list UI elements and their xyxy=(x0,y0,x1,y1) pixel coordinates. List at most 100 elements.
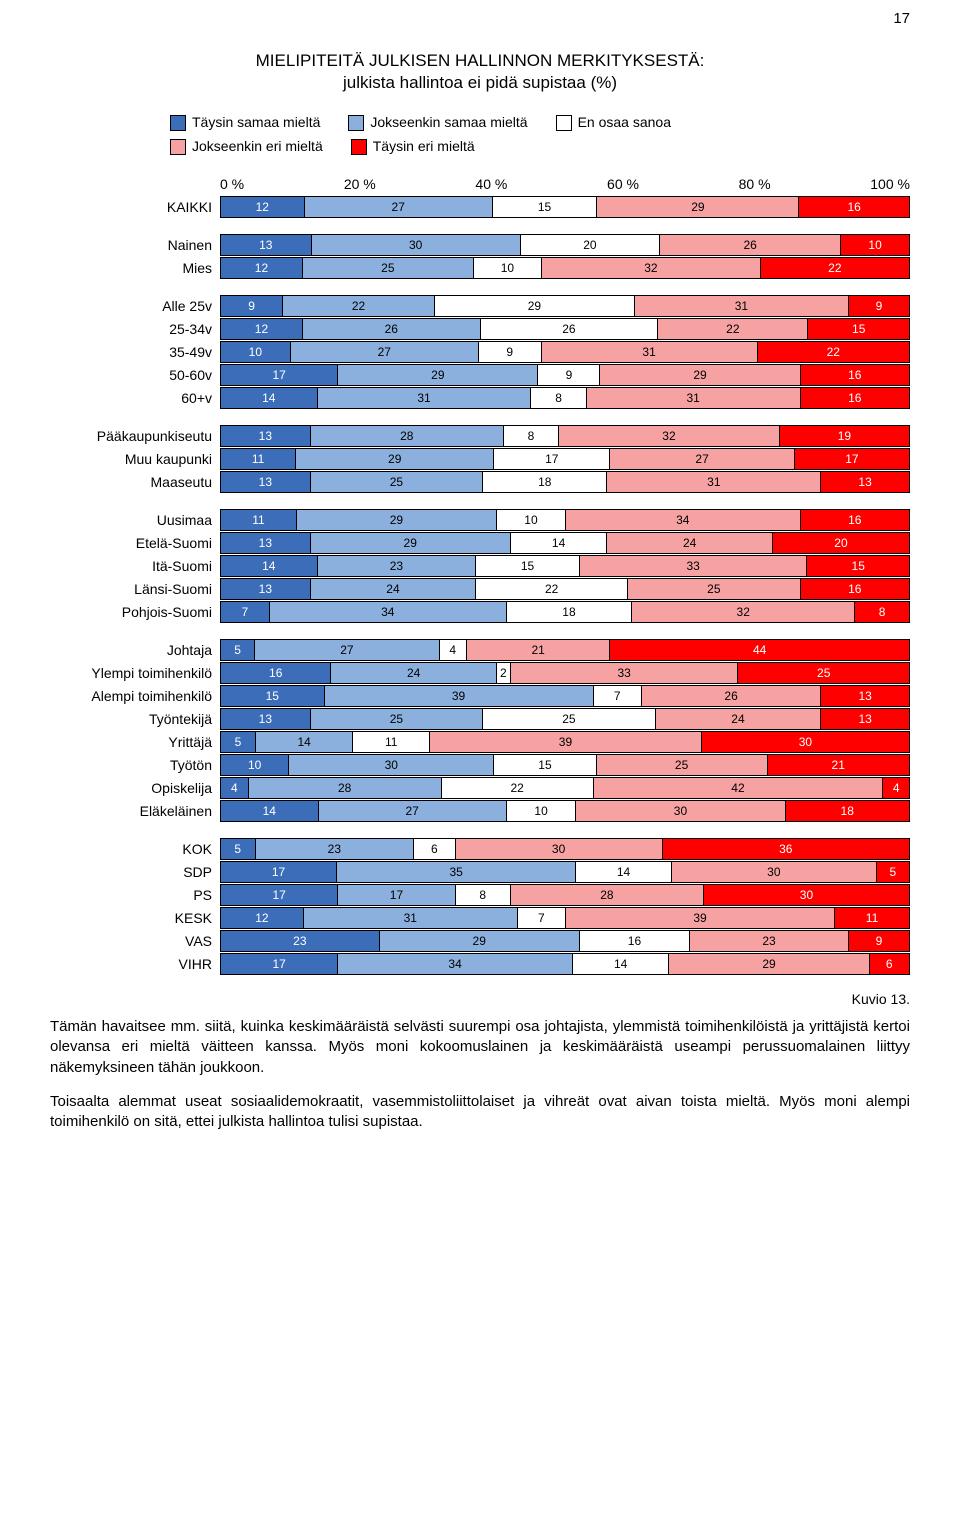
category-label: Itä-Suomi xyxy=(50,555,220,577)
bar-segment: 31 xyxy=(303,907,517,929)
bar-segment: 26 xyxy=(302,318,480,340)
category-label: 50-60v xyxy=(50,364,220,386)
bar-segment: 27 xyxy=(254,639,438,661)
bar-segment: 33 xyxy=(579,555,807,577)
bar-segment: 33 xyxy=(510,662,738,684)
bar-segment: 27 xyxy=(304,196,492,218)
bar-row: KOK52363036 xyxy=(50,838,910,860)
bar-segment: 15 xyxy=(807,318,909,340)
bar: 123173911 xyxy=(220,907,910,929)
bar: 1227152916 xyxy=(220,196,910,218)
bar-row: Etelä-Suomi1329142420 xyxy=(50,532,910,554)
bar-segment: 15 xyxy=(806,555,910,577)
bar-row: 25-34v1226262215 xyxy=(50,318,910,340)
bar-segment: 30 xyxy=(701,731,910,753)
bar-row: SDP173514305 xyxy=(50,861,910,883)
bar-segment: 23 xyxy=(317,555,476,577)
bar: 1225103222 xyxy=(220,257,910,279)
bar-row: PS171782830 xyxy=(50,884,910,906)
bar: 52363036 xyxy=(220,838,910,860)
legend-label: En osaa sanoa xyxy=(578,114,671,130)
bar: 92229319 xyxy=(220,295,910,317)
category-label: Nainen xyxy=(50,234,220,256)
bar-segment: 17 xyxy=(493,448,609,470)
bar: 102793122 xyxy=(220,341,910,363)
bar: 1423153315 xyxy=(220,555,910,577)
bar-segment: 12 xyxy=(220,907,303,929)
bar-segment: 28 xyxy=(510,884,703,906)
bar-segment: 11 xyxy=(220,448,295,470)
chart-group: Alle 25v9222931925-34v122626221535-49v10… xyxy=(50,295,910,409)
bar-row: Yrittäjä514113930 xyxy=(50,731,910,753)
bar-segment: 10 xyxy=(473,257,541,279)
bar-segment: 16 xyxy=(220,662,330,684)
bar-segment: 16 xyxy=(800,364,910,386)
bar-segment: 9 xyxy=(848,295,910,317)
bar-segment: 21 xyxy=(466,639,609,661)
bar-segment: 30 xyxy=(575,800,784,822)
bar-segment: 22 xyxy=(441,777,593,799)
bar-segment: 22 xyxy=(475,578,627,600)
bar-segment: 25 xyxy=(302,257,473,279)
category-label: Länsi-Suomi xyxy=(50,578,220,600)
bar-segment: 9 xyxy=(537,364,599,386)
bar-segment: 35 xyxy=(336,861,575,883)
bar-segment: 7 xyxy=(593,685,641,707)
bar-segment: 13 xyxy=(820,471,910,493)
bar-segment: 39 xyxy=(565,907,834,929)
category-label: Mies xyxy=(50,257,220,279)
axis-tick-label: 40 % xyxy=(475,176,507,192)
category-label: Alle 25v xyxy=(50,295,220,317)
bar-segment: 9 xyxy=(220,295,282,317)
bar-segment: 11 xyxy=(834,907,910,929)
legend-label: Täysin eri mieltä xyxy=(373,138,475,154)
legend-swatch xyxy=(170,139,186,155)
bar-row: Pohjois-Suomi73418328 xyxy=(50,601,910,623)
bar-segment: 30 xyxy=(311,234,520,256)
bar: 1329142420 xyxy=(220,532,910,554)
bar-row: Työtön1030152521 xyxy=(50,754,910,776)
bar-segment: 26 xyxy=(659,234,840,256)
category-label: 60+v xyxy=(50,387,220,409)
chart-title-line1: MIELIPITEITÄ JULKISEN HALLINNON MERKITYK… xyxy=(256,51,705,70)
category-label: VAS xyxy=(50,930,220,952)
bar-segment: 6 xyxy=(413,838,454,860)
bar-segment: 5 xyxy=(220,639,254,661)
bar-segment: 30 xyxy=(288,754,493,776)
bar-segment: 13 xyxy=(220,425,310,447)
chart-group: KAIKKI1227152916 xyxy=(50,196,910,218)
bar: 173514305 xyxy=(220,861,910,883)
bar: 42822424 xyxy=(220,777,910,799)
bar-segment: 28 xyxy=(310,425,503,447)
stacked-bar-chart: KAIKKI1227152916Nainen1330202610Mies1225… xyxy=(50,196,910,975)
x-axis: 0 %20 %40 %60 %80 %100 % xyxy=(50,176,910,192)
bar-segment: 28 xyxy=(248,777,441,799)
bar-segment: 13 xyxy=(220,532,310,554)
bar-segment: 8 xyxy=(455,884,510,906)
bar-segment: 44 xyxy=(609,639,910,661)
bar-row: 60+v143183116 xyxy=(50,387,910,409)
page-number: 17 xyxy=(893,10,910,27)
legend-label: Jokseenkin samaa mieltä xyxy=(370,114,527,130)
bar-segment: 20 xyxy=(772,532,910,554)
bar-segment: 13 xyxy=(220,471,310,493)
bar-segment: 23 xyxy=(255,838,414,860)
chart-legend: Täysin samaa mieltäJokseenkin samaa miel… xyxy=(170,114,910,156)
bar-segment: 14 xyxy=(220,800,318,822)
category-label: Pohjois-Suomi xyxy=(50,601,220,623)
bar-segment: 2 xyxy=(496,662,510,684)
bar-segment: 26 xyxy=(480,318,658,340)
bar-segment: 15 xyxy=(475,555,579,577)
bar-segment: 22 xyxy=(657,318,807,340)
bar-segment: 9 xyxy=(848,930,910,952)
bar-segment: 39 xyxy=(429,731,701,753)
bar-segment: 22 xyxy=(282,295,434,317)
bar-segment: 30 xyxy=(671,861,876,883)
category-label: Maaseutu xyxy=(50,471,220,493)
bar-row: Ylempi toimihenkilö162423325 xyxy=(50,662,910,684)
category-label: Johtaja xyxy=(50,639,220,661)
body-text: Tämän havaitsee mm. siitä, kuinka keskim… xyxy=(50,1017,910,1132)
bar-segment: 32 xyxy=(541,257,760,279)
bar: 73418328 xyxy=(220,601,910,623)
legend-swatch xyxy=(348,115,364,131)
